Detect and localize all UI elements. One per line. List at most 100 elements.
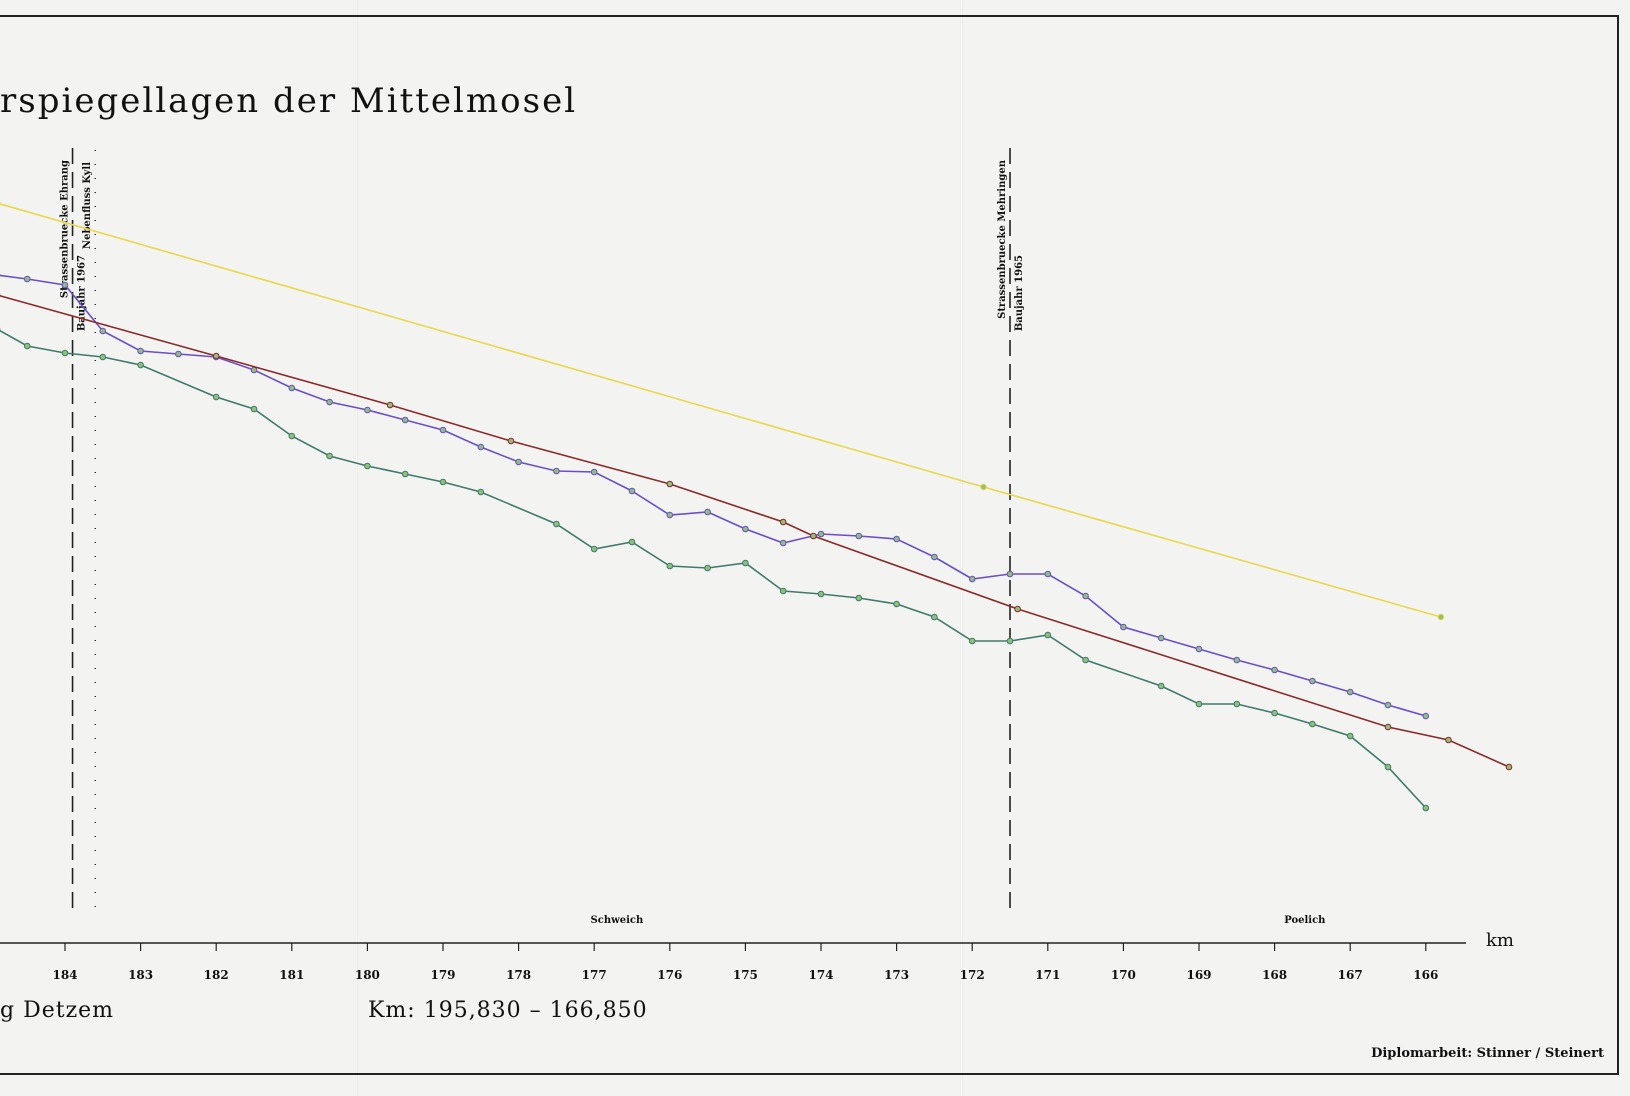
marker-label: Nebenfluss Kyll — [82, 162, 93, 249]
marker-sublabel: Baujahr 1965 — [1014, 255, 1025, 331]
series-point — [1120, 623, 1127, 631]
series-point — [288, 384, 296, 392]
place-label: Schweich — [591, 915, 644, 926]
series-point — [212, 352, 220, 360]
x-tick-label: 179 — [430, 968, 455, 982]
series-point — [1309, 677, 1316, 685]
series-point — [968, 575, 976, 583]
place-label: Poelich — [1284, 915, 1326, 926]
series-line — [0, 329, 1427, 809]
series-line — [0, 203, 1442, 618]
series-point — [175, 350, 182, 358]
series-point — [666, 562, 674, 570]
series-point — [1195, 645, 1203, 653]
x-tick-label: 169 — [1186, 968, 1211, 982]
marker-sublabel: Baujahr 1967 — [77, 255, 88, 331]
x-tick-label: 173 — [884, 968, 909, 982]
series-point — [968, 637, 976, 645]
series-point — [386, 401, 394, 409]
series-point — [288, 432, 296, 440]
series-point — [1157, 682, 1165, 690]
structure-markers: Strassenbruecke Ehrang Baujahr 1967 Nebenf… — [60, 148, 1025, 913]
x-tick-label: 181 — [279, 968, 304, 982]
series-point — [364, 406, 371, 414]
series-point — [250, 405, 258, 413]
series-point — [477, 443, 485, 451]
series-point — [99, 353, 107, 361]
series-point — [704, 564, 711, 572]
x-tick-label: 167 — [1338, 968, 1363, 982]
series-point — [1006, 637, 1014, 645]
series-point — [515, 458, 522, 466]
series-point — [666, 511, 674, 519]
series-point — [779, 539, 787, 547]
x-tick-label: 176 — [657, 968, 682, 982]
paper-fold — [960, 0, 963, 1096]
series-point — [1384, 723, 1392, 731]
series-point — [250, 366, 258, 374]
x-tick-label: 183 — [128, 968, 153, 982]
x-tick-label: 177 — [582, 968, 607, 982]
series-line — [0, 274, 1427, 717]
series-point — [893, 600, 900, 608]
series-point — [1082, 656, 1089, 664]
km-range: Km: 195,830 – 166,850 — [368, 998, 648, 1023]
series-point — [742, 559, 749, 567]
series-point — [1233, 656, 1241, 664]
series-point — [1082, 592, 1089, 600]
series-point — [1505, 763, 1513, 771]
place-labels: Schweich Poelich — [591, 915, 1327, 926]
series-point — [1445, 736, 1452, 744]
series-point — [1437, 613, 1445, 621]
series-point — [810, 532, 817, 540]
series-point — [439, 426, 447, 434]
series-point — [61, 281, 69, 289]
series-point — [1384, 763, 1392, 771]
series-point — [23, 275, 31, 283]
series-point — [855, 594, 863, 602]
series-point — [61, 349, 69, 357]
series-point — [212, 393, 220, 401]
series-point — [1422, 712, 1430, 720]
x-tick-label: 180 — [355, 968, 380, 982]
series-point — [1422, 804, 1430, 812]
series-point — [893, 535, 900, 543]
series-point — [1157, 634, 1165, 642]
series-point — [590, 545, 598, 553]
series-point — [1233, 700, 1241, 708]
series-point — [628, 487, 636, 495]
series-group — [0, 201, 1513, 812]
series-point — [326, 452, 333, 460]
series-point — [326, 398, 333, 406]
series-point — [1044, 570, 1052, 578]
series-point — [1014, 605, 1021, 613]
x-axis-ticks: 184 183 182 181 180 179 178 177 176 175 174 173 172 1… — [52, 943, 1438, 982]
series-point — [137, 347, 144, 355]
series-point — [364, 462, 371, 470]
series-point — [439, 478, 447, 486]
x-tick-label: 174 — [808, 968, 833, 982]
series-point — [980, 483, 987, 491]
series-point — [1271, 666, 1278, 674]
series-point — [1346, 732, 1354, 740]
x-tick-label: 184 — [52, 968, 77, 982]
series-point — [817, 590, 825, 598]
x-tick-label: 175 — [733, 968, 758, 982]
paper-fold — [355, 0, 358, 1096]
series-point — [1006, 570, 1014, 578]
series-point — [1346, 688, 1354, 696]
x-tick-label: 166 — [1413, 968, 1438, 982]
chart-title: rspiegellagen der Mittelmosel — [0, 81, 577, 121]
x-axis-label: km — [1486, 930, 1514, 951]
series-point — [817, 530, 825, 538]
marker-label: Strassenbruecke Mehringen — [997, 159, 1008, 319]
marker-label: Strassenbruecke Ehrang — [60, 160, 71, 298]
x-tick-label: 178 — [506, 968, 531, 982]
series-point — [779, 587, 787, 595]
series-point — [742, 525, 749, 533]
series-point — [1195, 700, 1203, 708]
x-tick-label: 171 — [1035, 968, 1060, 982]
series-point — [666, 480, 674, 488]
